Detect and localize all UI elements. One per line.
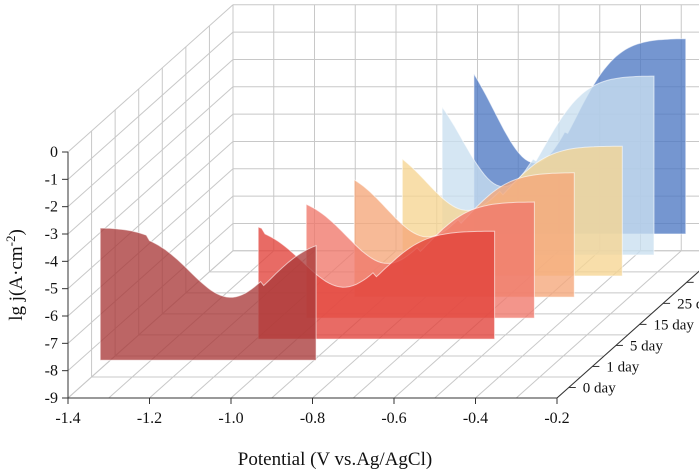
x-axis-tick-label: -1.0 — [218, 410, 243, 427]
y-axis-label-main: lg j(A·cm — [6, 246, 27, 321]
y-axis-tick-label: -8 — [45, 363, 58, 380]
y-axis-tick-label: -3 — [45, 226, 58, 243]
x-axis-tick-label: -0.2 — [544, 410, 569, 427]
x-axis-tick-label: -1.2 — [137, 410, 162, 427]
side-wall-gridline — [67, 86, 234, 235]
side-wall-gridline — [67, 59, 234, 208]
x-axis-tick-label: -0.8 — [300, 410, 325, 427]
y-axis-tick-label: -4 — [45, 253, 58, 270]
axis-layer: 0 -1 -2 -3 -4 -5 -6 -7 -8 -9 -1.4 -1.2 -1.0 -0.8 -0.6 -… — [45, 144, 699, 427]
series-1-day-area — [257, 226, 496, 340]
depth-axis-label-1-day: 1 day — [606, 359, 639, 375]
depth-axis-label-25-day: 25 day — [677, 296, 699, 312]
y-axis-tick-label: -1 — [45, 171, 58, 188]
y-axis-tick-label: -9 — [45, 390, 58, 407]
x-axis-tick-label: -0.4 — [463, 410, 488, 427]
x-axis-label: Potential (V vs.Ag/AgCl) — [238, 449, 432, 470]
series-0-day-area — [99, 227, 317, 361]
floor-gridline — [515, 250, 682, 399]
side-wall-gridline — [67, 4, 234, 153]
depth-axis-label-15-day: 15 day — [654, 317, 695, 333]
y-axis-label-superscript: -2 — [3, 236, 18, 247]
depth-axis-label-0-day: 0 day — [583, 380, 616, 396]
y-axis-tick-label: -7 — [45, 335, 58, 352]
side-wall-gridline — [67, 113, 234, 262]
y-axis-tick-label: -5 — [45, 281, 58, 298]
y-axis-label: lg j(A·cm-2) — [3, 229, 27, 321]
y-axis-tick-label: 0 — [50, 144, 58, 161]
y-axis-tick-label: -2 — [45, 199, 58, 216]
side-wall-gridline — [67, 141, 234, 290]
series-layer — [99, 38, 687, 361]
side-wall-gridline — [67, 31, 234, 180]
x-axis-tick-label: -1.4 — [55, 410, 80, 427]
y-axis-tick-label: -6 — [45, 308, 58, 325]
depth-axis-label-5-day: 5 day — [630, 338, 663, 354]
x-axis-tick-label: -0.6 — [381, 410, 406, 427]
y-axis-label-close: ) — [6, 229, 27, 235]
